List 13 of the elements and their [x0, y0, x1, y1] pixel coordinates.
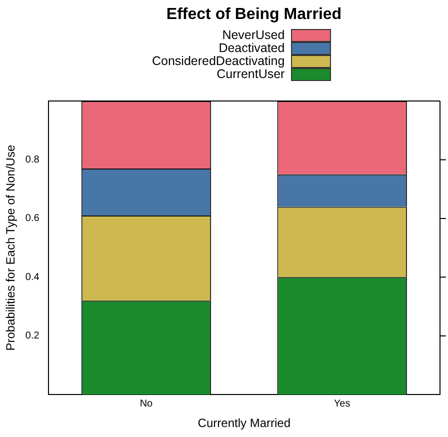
legend-label: NeverUsed: [222, 28, 285, 42]
y-tick-label: 0.6: [25, 213, 40, 224]
y-tick-label: 0.8: [25, 154, 40, 166]
x-tick-label: No: [140, 398, 154, 410]
y-tick-label: 0.2: [25, 330, 40, 342]
legend-label: CurrentUser: [216, 67, 285, 81]
x-tick-label: Yes: [334, 398, 350, 410]
y-axis-title: Probabilities for Each Type of Non/Use: [4, 144, 18, 351]
y-tick-label: 0.4: [25, 272, 40, 283]
chart-title: Effect of Being Married: [165, 6, 343, 24]
legend-label: Deactivated: [218, 41, 285, 55]
legend-label: ConsideredDeactivating: [152, 54, 285, 68]
x-axis-title: Currently Married: [198, 416, 290, 430]
